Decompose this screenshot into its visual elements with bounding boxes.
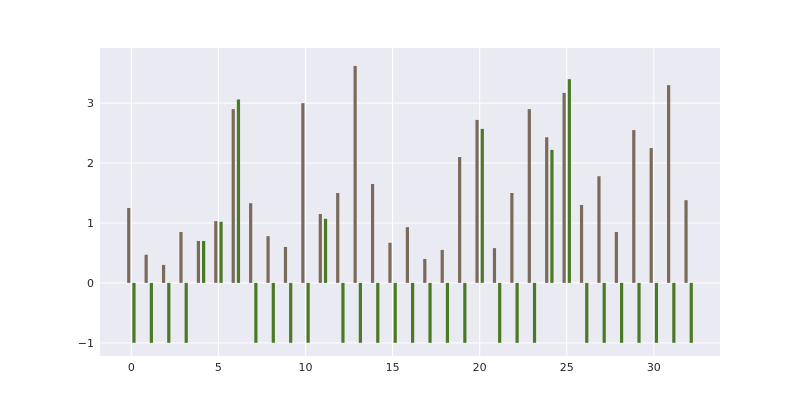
bar-series-2-x-20: [480, 128, 484, 283]
bar-series-2-x-26: [585, 282, 589, 343]
bar-series-2-x-4: [202, 240, 206, 283]
x-tick-label: 25: [560, 361, 574, 374]
x-tick-label: 30: [647, 361, 661, 374]
bar-series-1-x-26: [579, 205, 584, 283]
x-tick-label: 10: [299, 361, 313, 374]
bar-series-2-x-11: [323, 218, 328, 283]
bar-series-1-x-30: [649, 148, 653, 283]
bar-series-1-x-2: [161, 264, 166, 283]
x-tick-label: 0: [128, 361, 135, 374]
bar-series-1-x-25: [562, 92, 566, 283]
bar-series-1-x-27: [597, 176, 601, 283]
bar-series-2-x-18: [445, 282, 450, 343]
bar-series-1-x-1: [144, 254, 148, 283]
bar-series-1-x-9: [283, 246, 288, 283]
bar-series-1-x-23: [527, 109, 531, 283]
bar-series-1-x-21: [492, 248, 497, 283]
bar-series-2-x-28: [620, 282, 624, 343]
y-axis-ticks: −1 0 1 2 3: [78, 97, 94, 350]
bar-series-1-x-10: [301, 103, 305, 283]
bar-series-2-x-5: [219, 221, 223, 283]
bar-series-1-x-13: [353, 65, 357, 283]
bar-series-1-x-28: [614, 231, 618, 283]
bar-series-2-x-27: [602, 282, 606, 343]
bar-series-2-x-19: [463, 282, 467, 343]
bar-series-1-x-8: [266, 236, 270, 283]
x-tick-label: 5: [215, 361, 222, 374]
bar-series-1-x-0: [127, 207, 131, 283]
bar-series-1-x-12: [336, 193, 340, 283]
bar-series-2-x-6: [236, 99, 241, 283]
bar-series-2-x-15: [393, 282, 397, 343]
y-tick-label: 1: [87, 217, 94, 230]
bar-series-1-x-31: [667, 85, 671, 283]
bar-series-1-x-19: [458, 157, 462, 283]
y-tick-label: 0: [87, 277, 94, 290]
bar-series-1-x-24: [545, 137, 549, 283]
bar-series-1-x-4: [196, 240, 200, 283]
y-tick-label: 3: [87, 97, 94, 110]
grid-lines: [100, 48, 720, 356]
bar-series-2-x-3: [184, 282, 188, 343]
bars: [127, 65, 693, 343]
bar-series-2-x-1: [149, 282, 153, 343]
bar-series-2-x-7: [254, 282, 258, 343]
bar-series-1-x-18: [440, 249, 444, 283]
bar-series-2-x-2: [167, 282, 171, 343]
bar-series-2-x-29: [637, 282, 641, 343]
y-tick-label: −1: [78, 337, 94, 350]
bar-series-2-x-12: [341, 282, 345, 343]
x-axis-ticks: 0 5 10 15 20 25 30: [128, 361, 661, 374]
bar-series-2-x-31: [672, 282, 676, 343]
bar-series-2-x-24: [550, 149, 554, 283]
bar-series-2-x-0: [132, 282, 136, 343]
bar-series-2-x-22: [515, 282, 519, 343]
bar-series-2-x-8: [271, 282, 275, 343]
bar-series-1-x-6: [231, 109, 235, 283]
bar-series-1-x-7: [249, 203, 253, 283]
bar-series-1-x-29: [632, 130, 636, 283]
bar-series-2-x-13: [358, 282, 362, 343]
bar-series-2-x-30: [654, 282, 659, 343]
bar-series-1-x-20: [475, 119, 479, 283]
bar-series-2-x-16: [411, 282, 415, 343]
bar-series-1-x-17: [423, 258, 427, 283]
bar-series-2-x-17: [428, 282, 432, 343]
bar-series-2-x-25: [567, 79, 571, 283]
bar-series-1-x-15: [388, 242, 392, 283]
bar-series-2-x-32: [689, 282, 693, 343]
bar-series-1-x-14: [370, 184, 375, 283]
bar-series-1-x-16: [405, 227, 409, 283]
bar-series-1-x-22: [510, 193, 514, 283]
x-tick-label: 20: [473, 361, 487, 374]
bar-series-2-x-21: [498, 282, 502, 343]
bar-series-2-x-14: [376, 282, 380, 343]
x-tick-label: 15: [386, 361, 400, 374]
bar-series-2-x-9: [289, 282, 293, 343]
bar-series-1-x-11: [318, 213, 322, 283]
bar-series-1-x-32: [684, 200, 688, 283]
bar-series-2-x-23: [532, 282, 537, 343]
y-tick-label: 2: [87, 157, 94, 170]
plot-area: [100, 48, 720, 356]
bar-series-2-x-10: [306, 282, 310, 343]
bar-series-1-x-5: [214, 221, 218, 283]
bar-series-1-x-3: [179, 231, 183, 283]
